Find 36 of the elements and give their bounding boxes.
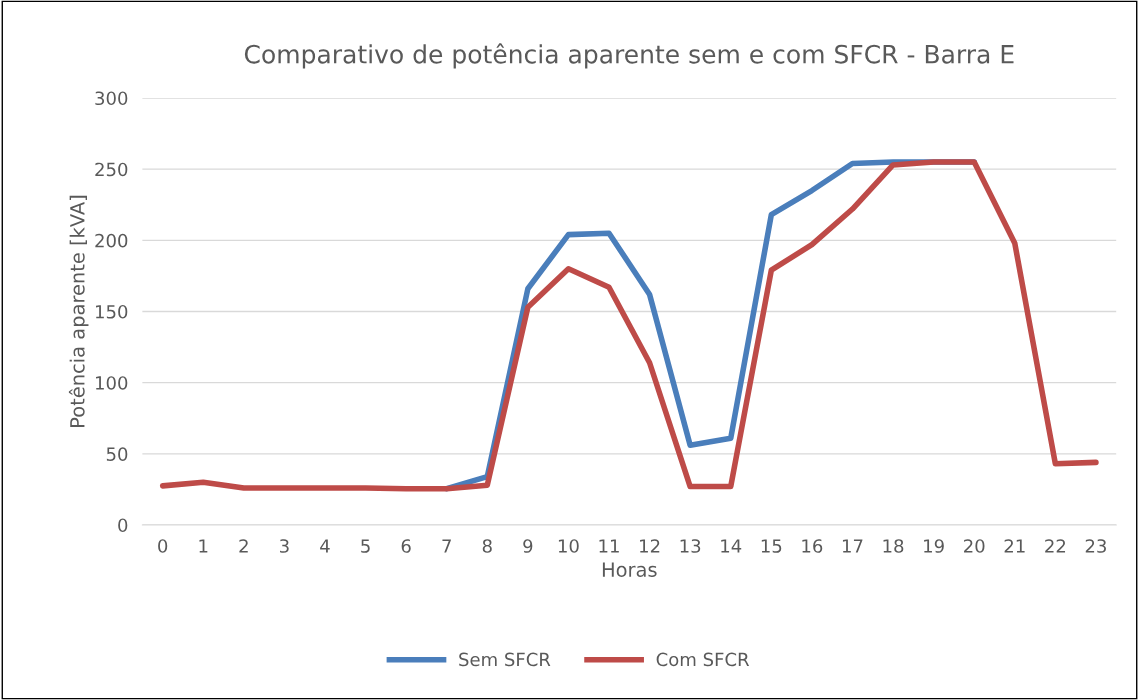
x-tick-label: 12 (640, 539, 660, 553)
x-tick-label: 19 (924, 539, 944, 553)
x-tick-label: 15 (761, 539, 782, 553)
x-tick-label: 14 (721, 539, 742, 553)
x-tick-label: 4 (320, 539, 330, 553)
x-tick-label: 3 (280, 539, 289, 553)
x-tick-label: 17 (842, 539, 863, 553)
y-axis-title: Potência aparente [kVA] (68, 195, 89, 427)
x-tick-label: 20 (964, 539, 985, 553)
x-tick-label: 0 (158, 539, 168, 553)
y-tick-label: 300 (95, 91, 128, 106)
x-tick-label: 6 (401, 539, 411, 553)
y-tick-label: 100 (96, 376, 128, 390)
x-tick-label: 2 (239, 539, 248, 553)
x-tick-label: 16 (802, 539, 823, 553)
y-tick-label: 200 (95, 233, 128, 248)
x-tick-label: 9 (523, 539, 533, 553)
x-tick-label: 21 (1004, 539, 1025, 553)
legend-label: Sem SFCR (459, 652, 551, 667)
y-tick-label: 250 (95, 162, 128, 177)
x-tick-label: 13 (680, 539, 701, 553)
x-tick-label: 5 (361, 539, 370, 553)
chart-title: Comparativo de potência aparente sem e com SFCR - Barra E (244, 43, 1014, 69)
x-tick-label: 18 (883, 539, 904, 553)
y-tick-label: 0 (118, 518, 128, 533)
x-tick-label: 22 (1045, 539, 1066, 553)
x-tick-label: 10 (558, 539, 579, 553)
x-tick-label: 8 (482, 539, 492, 553)
x-tick-label: 1 (199, 539, 208, 553)
legend-label: Com SFCR (656, 652, 750, 667)
x-tick-label: 7 (442, 539, 451, 553)
x-tick-label: 23 (1085, 539, 1106, 553)
y-tick-label: 150 (96, 304, 128, 319)
x-axis-title: Horas (602, 562, 657, 577)
y-tick-label: 50 (106, 447, 128, 461)
x-tick-label: 11 (599, 539, 619, 553)
